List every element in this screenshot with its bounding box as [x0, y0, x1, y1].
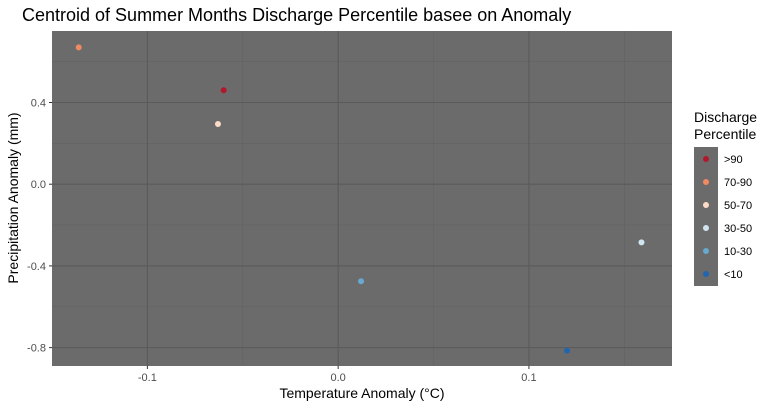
legend-key-swatch — [703, 156, 709, 162]
legend-key-swatch — [703, 248, 709, 254]
legend-entry-label: 30-50 — [724, 223, 752, 235]
legend-entry-label: 50-70 — [724, 200, 752, 212]
legend-entry-label: <10 — [724, 269, 743, 281]
grid — [52, 31, 672, 366]
legend-entry-label: >90 — [724, 154, 743, 166]
x-tick-label: 0.1 — [521, 372, 536, 384]
chart-title: Centroid of Summer Months Discharge Perc… — [22, 5, 571, 25]
data-point — [638, 239, 645, 246]
x-axis-title: Temperature Anomaly (°C) — [279, 385, 444, 401]
legend-title-line-2: Percentile — [694, 126, 756, 142]
x-tick-label: -0.1 — [138, 372, 157, 384]
legend-key-swatch — [703, 202, 709, 208]
legend-key-swatch — [703, 271, 709, 277]
legend-key-swatch — [703, 179, 709, 185]
legend: Discharge Percentile >90 70-90 50-70 30-50 1… — [694, 109, 757, 286]
legend-key-swatch — [703, 225, 709, 231]
plot-panel — [52, 31, 672, 366]
legend-key-background — [694, 147, 718, 286]
y-tick-label: 0.4 — [31, 97, 46, 109]
legend-entry-label: 10-30 — [724, 246, 752, 258]
y-axis-title: Precipitation Anomaly (mm) — [5, 112, 21, 283]
data-points — [75, 44, 645, 354]
y-tick-label: -0.8 — [27, 343, 46, 355]
axis-ticks: -0.1 0.0 0.1 -0.8 -0.4 0.0 0.4 — [27, 97, 537, 384]
x-tick-label: 0.0 — [331, 372, 346, 384]
data-point — [358, 278, 365, 285]
y-tick-label: -0.4 — [27, 261, 46, 273]
y-tick-label: 0.0 — [31, 179, 46, 191]
data-point — [564, 347, 571, 354]
data-point — [75, 44, 82, 51]
legend-title-line-1: Discharge — [694, 109, 757, 125]
legend-entry-label: 70-90 — [724, 177, 752, 189]
legend-items: >90 70-90 50-70 30-50 10-30 <10 — [703, 154, 752, 281]
data-point — [214, 120, 221, 127]
data-point — [220, 87, 227, 94]
